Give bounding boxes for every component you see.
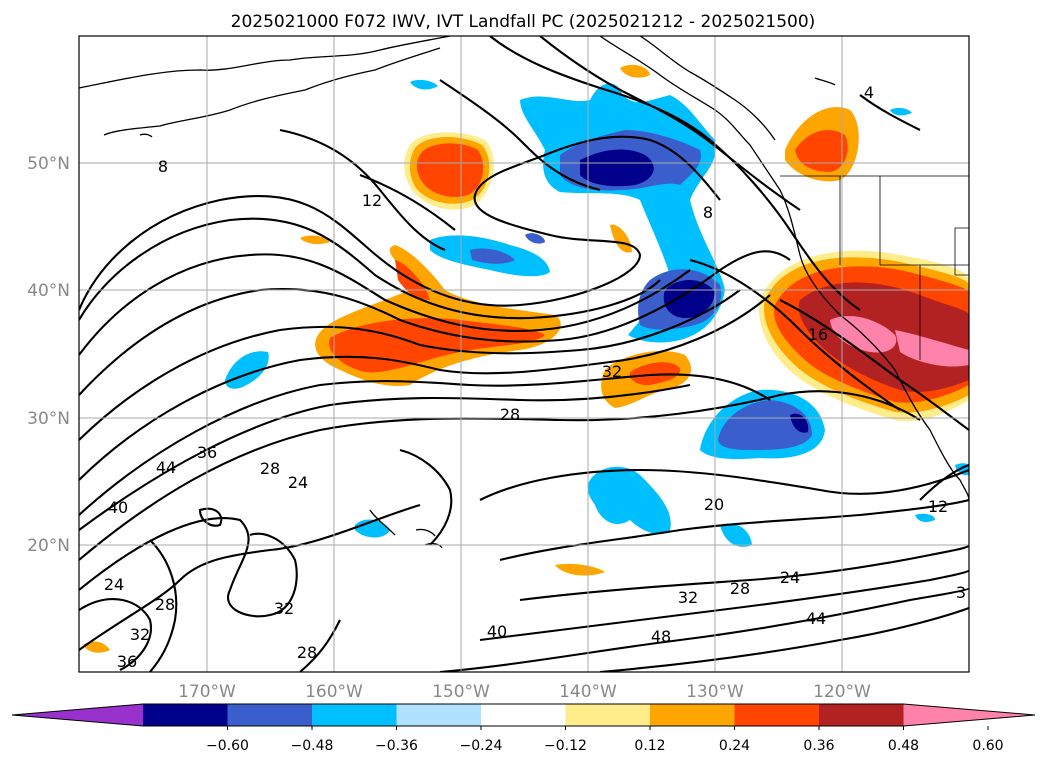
- colorbar-segment: [819, 704, 904, 726]
- lon-label: 120°W: [813, 682, 871, 702]
- contour-label: 3: [956, 583, 966, 602]
- colorbar-segment: [312, 704, 397, 726]
- contour-label: 32: [678, 588, 698, 607]
- lat-label: 40°N: [27, 281, 70, 301]
- colorbar-tick-label: −0.36: [375, 738, 418, 754]
- contours: [79, 36, 969, 672]
- map-area: 4 8 8 12 12 16 20 24 24 24 28 28 28 28 2…: [79, 36, 969, 672]
- lon-label: 160°W: [305, 682, 363, 702]
- contour-label: 28: [155, 595, 175, 614]
- colorbar-tick-label: 0.24: [719, 738, 750, 754]
- contour-labels: 4 8 8 12 12 16 20 24 24 24 28 28 28 28 2…: [104, 83, 966, 671]
- plot-title: 2025021000 F072 IWV, IVT Landfall PC (20…: [231, 12, 816, 32]
- colorbar: −0.60 −0.48 −0.36 −0.24 −0.12 0.12 0.24 0.36 0.4…: [11, 703, 1036, 754]
- colorbar-segment: [481, 704, 566, 726]
- shaded-field: [83, 64, 969, 653]
- contour-label: 24: [780, 568, 800, 587]
- colorbar-tick-label: −0.12: [544, 738, 587, 754]
- colorbar-segment: [734, 704, 820, 726]
- lat-label: 50°N: [27, 154, 70, 174]
- lon-label: 140°W: [559, 682, 617, 702]
- contour-label: 32: [130, 625, 150, 644]
- contour-label: 36: [117, 652, 137, 671]
- contour-label: 28: [297, 643, 317, 662]
- contour-label: 28: [260, 459, 280, 478]
- colorbar-tick-label: 0.60: [972, 738, 1003, 754]
- lat-labels: 50°N 40°N 30°N 20°N: [27, 154, 70, 556]
- contour-label: 24: [104, 575, 124, 594]
- contour-label: 40: [108, 498, 128, 517]
- colorbar-segment: [396, 704, 482, 726]
- colorbar-segment: [650, 704, 735, 726]
- colorbar-tick-label: −0.48: [291, 738, 334, 754]
- contour-label: 8: [703, 203, 713, 222]
- lon-label: 150°W: [432, 682, 490, 702]
- map-frame: [78, 35, 970, 673]
- colorbar-segment: [227, 704, 313, 726]
- lon-label: 130°W: [686, 682, 744, 702]
- contour-label: 28: [500, 405, 520, 424]
- colorbar-extend-low: [12, 704, 143, 726]
- colorbar-tick-label: 0.48: [888, 738, 919, 754]
- contour-label: 40: [487, 622, 507, 641]
- colorbar-tick-label: 0.36: [803, 738, 834, 754]
- coastlines: [79, 36, 969, 549]
- contour-label: 36: [197, 443, 217, 462]
- gridlines: [79, 36, 969, 672]
- colorbar-segment: [143, 704, 228, 726]
- contour-label: 28: [730, 579, 750, 598]
- contour-label: 48: [651, 627, 671, 646]
- contour-label: 16: [808, 325, 828, 344]
- contour-label: 20: [704, 495, 724, 514]
- colorbar-extend-high: [903, 704, 1035, 726]
- contour-label: 24: [288, 473, 308, 492]
- lat-label: 30°N: [27, 409, 70, 429]
- borders: [780, 175, 969, 360]
- contour-label: 32: [274, 599, 294, 618]
- contour-label: 8: [158, 157, 168, 176]
- contour-label: 12: [928, 497, 948, 516]
- lat-label: 20°N: [27, 536, 70, 556]
- contour-label: 4: [864, 83, 874, 102]
- contour-label: 44: [156, 458, 176, 477]
- contour-label: 32: [602, 362, 622, 381]
- colorbar-segment: [565, 704, 651, 726]
- colorbar-outline: [11, 703, 1036, 727]
- contour-label: 44: [806, 609, 826, 628]
- lon-labels: 170°W 160°W 150°W 140°W 130°W 120°W: [178, 682, 871, 702]
- colorbar-tick-label: 0.12: [634, 738, 665, 754]
- colorbar-tick-label: −0.24: [460, 738, 503, 754]
- lon-label: 170°W: [178, 682, 236, 702]
- contour-label: 12: [362, 191, 382, 210]
- colorbar-tick-label: −0.60: [206, 738, 249, 754]
